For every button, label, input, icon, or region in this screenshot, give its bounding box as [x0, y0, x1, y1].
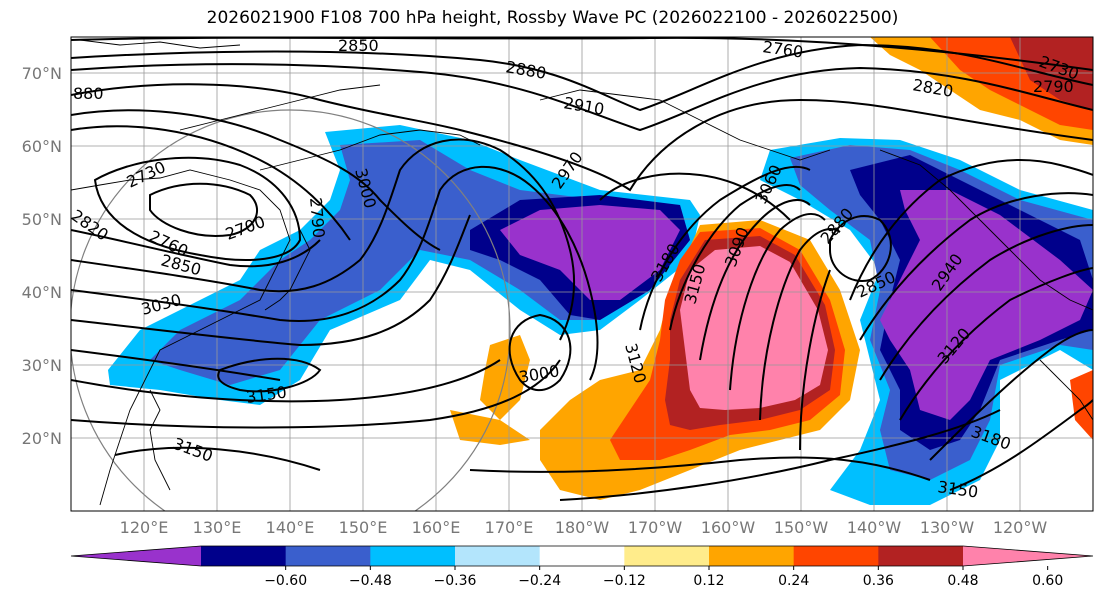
colorbar-swatch [285, 546, 371, 566]
lon-label: 120°E [120, 518, 169, 537]
lon-label: 120°W [993, 518, 1048, 537]
positive-anomaly-east-edge [1070, 370, 1093, 440]
contour-label: 880 [73, 84, 104, 103]
latitude-labels: 70°N 60°N 50°N 40°N 30°N 20°N [22, 64, 62, 448]
contour-label: 2790 [306, 197, 328, 239]
range-circle [71, 109, 511, 511]
colorbar-swatch [878, 546, 964, 566]
lon-label: 180°W [555, 518, 610, 537]
colorbar-tick-label: 0.48 [947, 573, 978, 589]
colorbar: −0.60 −0.48 −0.36 −0.24 −0.12 0.12 0.24 0.36 0.4… [70, 545, 1094, 589]
colorbar-swatch [370, 546, 456, 566]
colorbar-tick-label: −0.24 [518, 573, 561, 589]
lon-label: 140°E [266, 518, 315, 537]
lon-label: 130°W [920, 518, 975, 537]
lon-label: 160°W [701, 518, 756, 537]
negative-anomaly-east-purple [880, 190, 1093, 420]
colorbar-swatch [201, 546, 287, 566]
map-title: 2026021900 F108 700 hPa height, Rossby W… [206, 8, 899, 28]
colorbar-tick-label: 0.36 [863, 573, 894, 589]
lon-label: 150°W [774, 518, 829, 537]
colorbar-swatch [709, 546, 795, 566]
colorbar-extend-low [71, 546, 201, 566]
lat-label: 50°N [22, 210, 62, 229]
colorbar-swatch [624, 546, 710, 566]
positive-anomaly-central-pink [680, 246, 828, 410]
lon-label: 150°E [339, 518, 388, 537]
colorbar-tick-label: 0.12 [693, 573, 724, 589]
contour-label: 2850 [338, 36, 379, 55]
plot-frame [70, 36, 1094, 512]
longitude-labels: 120°E 130°E 140°E 150°E 160°E 170°E 180°… [120, 518, 1048, 537]
colorbar-tick-label: 0.60 [1032, 573, 1063, 589]
graticule [71, 37, 1093, 511]
lat-label: 30°N [22, 356, 62, 375]
colorbar-tick-label: 0.24 [778, 573, 809, 589]
lon-label: 140°W [847, 518, 902, 537]
colorbar-swatch [455, 546, 541, 566]
lon-label: 170°W [628, 518, 683, 537]
coastlines [71, 39, 1093, 506]
lat-label: 40°N [22, 283, 62, 302]
colorbar-tick-label: −0.60 [264, 573, 307, 589]
colorbar-tick-label: −0.12 [603, 573, 646, 589]
lat-label: 20°N [22, 429, 62, 448]
contour-label: 2790 [1033, 77, 1074, 96]
colorbar-tick-label: −0.36 [434, 573, 477, 589]
positive-anomaly-south-orange [450, 410, 530, 445]
lon-label: 130°E [193, 518, 242, 537]
colorbar-swatch [793, 546, 879, 566]
lon-label: 170°E [485, 518, 534, 537]
lat-label: 60°N [22, 137, 62, 156]
colorbar-extend-high [963, 546, 1093, 566]
lon-label: 160°E [412, 518, 461, 537]
positive-anomaly-northeast-darkred [1010, 37, 1093, 110]
lat-label: 70°N [22, 64, 62, 83]
height-contours [71, 37, 1093, 501]
colorbar-swatch [539, 546, 625, 566]
colorbar-outline [70, 545, 1094, 567]
negative-anomaly-purple [500, 205, 680, 300]
colorbar-tick-label: −0.48 [349, 573, 392, 589]
